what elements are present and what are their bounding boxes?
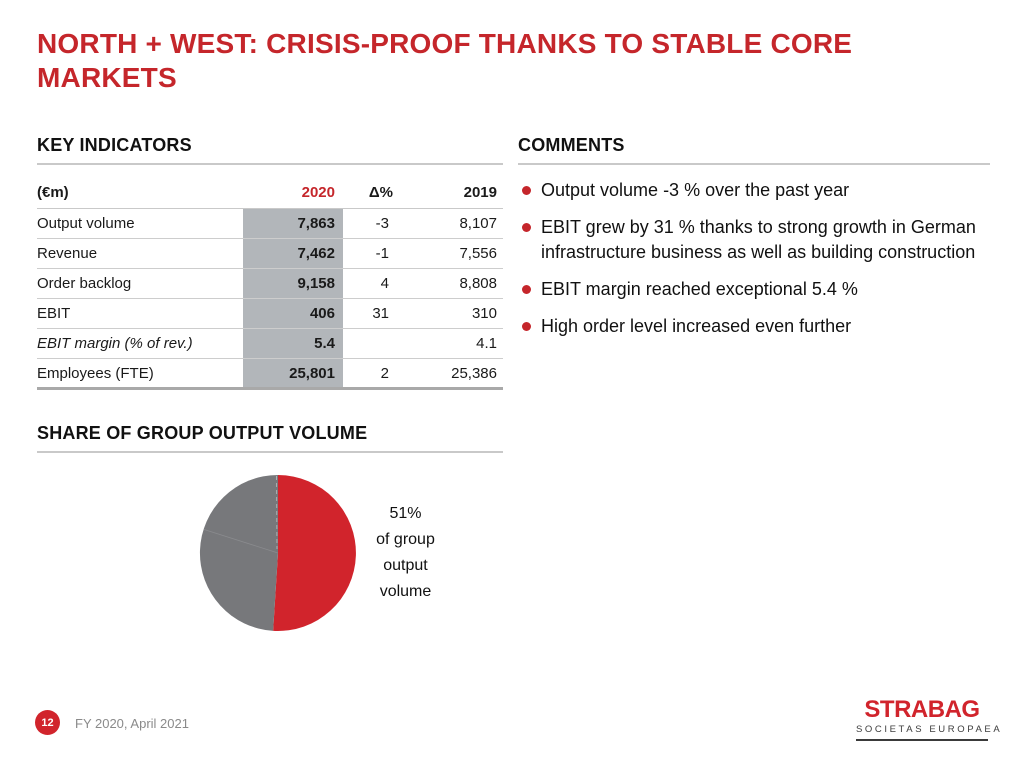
value-2019: 8,808 bbox=[399, 268, 503, 299]
table-row: EBIT margin (% of rev.) 5.4 4.1 bbox=[37, 328, 503, 359]
bullet-icon bbox=[522, 285, 531, 294]
pie-dashed-boundary bbox=[276, 475, 278, 550]
key-indicators-heading: KEY INDICATORS bbox=[37, 135, 503, 165]
pie-divider-line bbox=[203, 529, 279, 554]
value-delta: 2 bbox=[343, 358, 399, 390]
value-2019: 25,386 bbox=[399, 358, 503, 390]
value-2019: 7,556 bbox=[399, 238, 503, 269]
table-row: Output volume 7,863 -3 8,107 bbox=[37, 208, 503, 239]
pie-annotation-line: of group bbox=[376, 531, 435, 548]
list-item: EBIT grew by 31 % thanks to strong growt… bbox=[518, 215, 990, 265]
page-title: NORTH + WEST: CRISIS-PROOF THANKS TO STA… bbox=[37, 28, 853, 93]
column-header-2019: 2019 bbox=[399, 182, 503, 209]
value-2020: 7,863 bbox=[243, 208, 343, 239]
share-heading: SHARE OF GROUP OUTPUT VOLUME bbox=[37, 423, 503, 453]
logo-wordmark: STRABAG bbox=[864, 696, 980, 723]
table-row: Revenue 7,462 -1 7,556 bbox=[37, 238, 503, 269]
column-header-unit: (€m) bbox=[37, 182, 243, 209]
list-item: High order level increased even further bbox=[518, 314, 990, 339]
strabag-logo: STRABAG SOCIETAS EUROPAEA bbox=[856, 696, 1003, 741]
row-label: Employees (FTE) bbox=[37, 358, 243, 390]
bullet-icon bbox=[522, 223, 531, 232]
table-row: Employees (FTE) 25,801 2 25,386 bbox=[37, 358, 503, 390]
value-2020: 25,801 bbox=[243, 358, 343, 390]
pie-annotation-line: volume bbox=[379, 583, 432, 600]
value-delta: -3 bbox=[343, 208, 399, 239]
column-header-delta: Δ% bbox=[343, 182, 399, 209]
comments-list: Output volume -3 % over the past year EB… bbox=[518, 178, 990, 339]
bullet-icon bbox=[522, 186, 531, 195]
share-section: SHARE OF GROUP OUTPUT VOLUME bbox=[37, 423, 503, 453]
pie-annotation-line: 51% bbox=[389, 505, 422, 522]
row-label: EBIT bbox=[37, 298, 243, 329]
pie-chart bbox=[199, 474, 356, 631]
table-row: Order backlog 9,158 4 8,808 bbox=[37, 268, 503, 299]
pie-annotation-line: output bbox=[383, 557, 428, 574]
value-2019: 4.1 bbox=[399, 328, 503, 359]
row-label: Order backlog bbox=[37, 268, 243, 299]
row-label: Output volume bbox=[37, 208, 243, 239]
value-2020: 9,158 bbox=[243, 268, 343, 299]
footer-date: FY 2020, April 2021 bbox=[75, 716, 189, 731]
value-delta: 4 bbox=[343, 268, 399, 299]
key-indicators-table: (€m) 2020 Δ% 2019 Output volume 7,863 -3… bbox=[37, 182, 503, 390]
value-2019: 8,107 bbox=[399, 208, 503, 239]
key-indicators-section: KEY INDICATORS (€m) 2020 Δ% 2019 Output … bbox=[37, 135, 503, 390]
table-row: EBIT 406 31 310 bbox=[37, 298, 503, 329]
page-number-badge: 12 bbox=[35, 710, 60, 735]
bullet-text: Output volume -3 % over the past year bbox=[541, 180, 850, 200]
value-delta: 31 bbox=[343, 298, 399, 329]
logo-subtitle: SOCIETAS EUROPAEA bbox=[856, 724, 1003, 735]
value-2020: 7,462 bbox=[243, 238, 343, 269]
row-label: Revenue bbox=[37, 238, 243, 269]
pie-annotation: 51% of group output volume bbox=[343, 501, 468, 605]
value-delta bbox=[343, 328, 399, 359]
pie-slice-north-west bbox=[273, 475, 356, 631]
comments-section: COMMENTS Output volume -3 % over the pas… bbox=[518, 135, 990, 351]
bullet-text: EBIT margin reached exceptional 5.4 % bbox=[541, 279, 858, 299]
pie-slice-rest-of-group bbox=[199, 474, 278, 631]
list-item: Output volume -3 % over the past year bbox=[518, 178, 990, 203]
comments-heading: COMMENTS bbox=[518, 135, 990, 165]
column-header-2020: 2020 bbox=[243, 182, 343, 209]
value-delta: -1 bbox=[343, 238, 399, 269]
value-2020: 5.4 bbox=[243, 328, 343, 359]
value-2020: 406 bbox=[243, 298, 343, 329]
logo-rule bbox=[856, 739, 988, 741]
value-2019: 310 bbox=[399, 298, 503, 329]
list-item: EBIT margin reached exceptional 5.4 % bbox=[518, 277, 990, 302]
bullet-text: EBIT grew by 31 % thanks to strong growt… bbox=[541, 217, 976, 262]
row-label: EBIT margin (% of rev.) bbox=[37, 328, 243, 359]
bullet-icon bbox=[522, 322, 531, 331]
bullet-text: High order level increased even further bbox=[541, 316, 852, 336]
table-header-row: (€m) 2020 Δ% 2019 bbox=[37, 182, 503, 209]
